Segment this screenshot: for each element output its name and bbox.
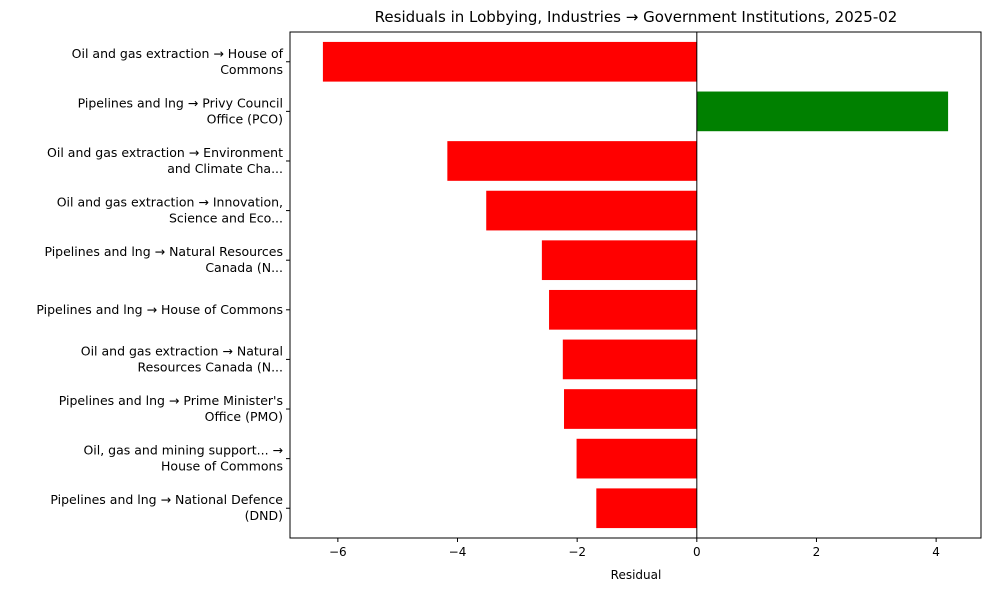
plot-frame bbox=[289, 31, 982, 539]
bar-2 bbox=[696, 91, 949, 132]
bar-6 bbox=[549, 289, 697, 330]
y-tick-label-line: Pipelines and lng → House of Commons bbox=[36, 302, 283, 317]
bar-3 bbox=[447, 141, 697, 181]
y-tick-label-line: Commons bbox=[220, 62, 283, 77]
y-tick-label-line: Oil and gas extraction → Environment bbox=[47, 145, 283, 160]
y-tick-label-line: and Climate Cha... bbox=[167, 161, 283, 176]
y-axis: Oil and gas extraction → House of Commons… bbox=[36, 46, 290, 523]
y-tick-label: Pipelines and lng → Natural Resources Can… bbox=[44, 244, 283, 275]
bar-4 bbox=[486, 190, 697, 231]
x-axis: −6 −4 −2 0 2 4 bbox=[329, 538, 940, 559]
y-tick-label-line: House of Commons bbox=[161, 459, 283, 474]
bar-7 bbox=[562, 339, 697, 380]
x-tick-label: −2 bbox=[568, 545, 586, 559]
bar-1 bbox=[322, 41, 697, 82]
y-tick-label-line: Oil and gas extraction → Innovation, bbox=[57, 195, 283, 210]
y-tick-label: Oil and gas extraction → Innovation, Scie… bbox=[57, 195, 283, 226]
y-tick-label-line: Science and Eco... bbox=[169, 211, 283, 226]
y-tick-label-line: Resources Canada (N... bbox=[138, 359, 284, 374]
y-tick-label-line: Office (PMO) bbox=[205, 409, 283, 424]
y-tick-label: Pipelines and lng → National Defence (DND… bbox=[50, 492, 283, 523]
y-tick-label: Pipelines and lng → House of Commons bbox=[36, 302, 283, 317]
bar-5 bbox=[541, 240, 697, 281]
y-tick-label-line: Oil and gas extraction → Natural bbox=[81, 343, 283, 358]
y-tick-label-line: Office (PCO) bbox=[207, 111, 283, 126]
bar-10 bbox=[596, 488, 697, 529]
y-tick-label: Pipelines and lng → Prime Minister's Offi… bbox=[59, 393, 283, 424]
y-tick-label-line: Oil, gas and mining support... → bbox=[83, 443, 283, 458]
y-tick-label-line: Canada (N... bbox=[205, 260, 283, 275]
x-tick-label: −4 bbox=[449, 545, 467, 559]
y-tick-label-line: Pipelines and lng → Prime Minister's bbox=[59, 393, 283, 408]
bars-group bbox=[322, 41, 949, 529]
bar-9 bbox=[576, 438, 697, 479]
y-tick-label: Oil and gas extraction → Natural Resource… bbox=[81, 343, 283, 374]
chart-title: Residuals in Lobbying, Industries → Gove… bbox=[375, 8, 898, 26]
y-tick-label: Oil and gas extraction → Environment and … bbox=[47, 145, 283, 176]
x-tick-label: 0 bbox=[693, 545, 701, 559]
y-tick-label-line: Pipelines and lng → National Defence bbox=[50, 492, 283, 507]
y-tick-label: Pipelines and lng → Privy Council Office … bbox=[78, 95, 283, 126]
y-tick-label-line: (DND) bbox=[245, 508, 283, 523]
x-tick-label: 2 bbox=[813, 545, 821, 559]
y-tick-label-line: Pipelines and lng → Privy Council bbox=[78, 95, 283, 110]
y-tick-label: Oil, gas and mining support... → House of… bbox=[83, 443, 283, 474]
bar-8 bbox=[564, 389, 697, 429]
y-tick-label: Oil and gas extraction → House of Commons bbox=[72, 46, 284, 77]
x-tick-label: 4 bbox=[932, 545, 940, 559]
y-tick-label-line: Oil and gas extraction → House of bbox=[72, 46, 284, 61]
y-tick-label-line: Pipelines and lng → Natural Resources bbox=[44, 244, 283, 259]
x-axis-label: Residual bbox=[611, 568, 662, 582]
x-tick-label: −6 bbox=[329, 545, 347, 559]
